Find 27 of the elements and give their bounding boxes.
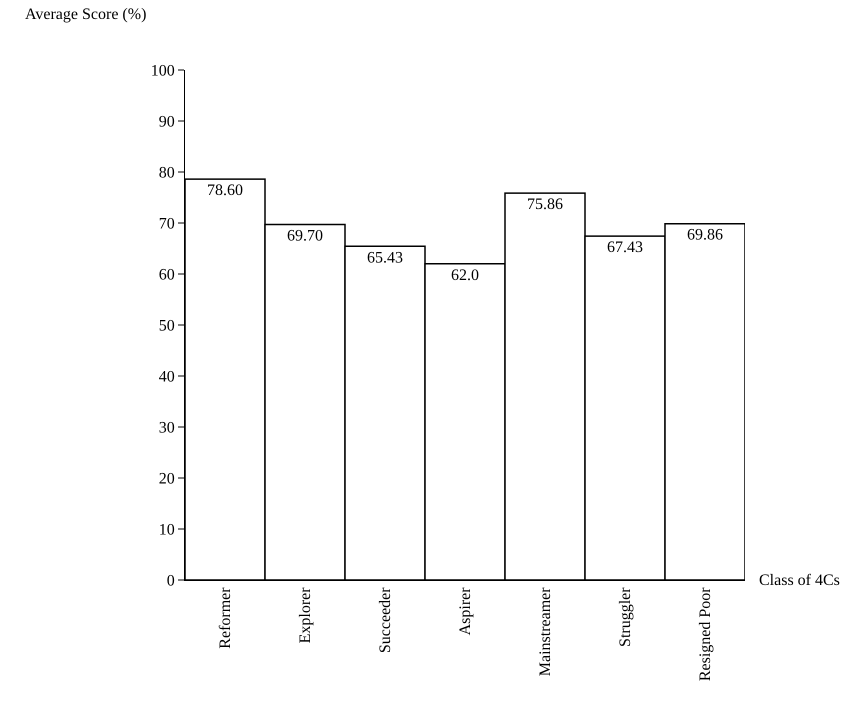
y-tick-label: 20 <box>158 470 175 488</box>
data-label: 75.86 <box>527 196 563 214</box>
y-tick-label: 90 <box>158 114 175 131</box>
data-label: 78.60 <box>207 182 243 200</box>
x-tick-label: Mainstreamer <box>537 586 554 676</box>
x-tick-label: Resigned Poor <box>697 586 714 682</box>
y-tick-label: 50 <box>158 318 175 335</box>
y-tick-label: 70 <box>158 216 175 233</box>
data-label: 69.86 <box>687 226 723 244</box>
x-tick-label: Aspirer <box>457 586 474 636</box>
y-tick-label: 30 <box>158 420 175 437</box>
data-label: 67.43 <box>607 239 643 256</box>
y-tick-label: 40 <box>158 368 175 386</box>
x-tick-label: Explorer <box>297 586 314 644</box>
y-tick-label: 60 <box>158 266 175 284</box>
y-tick-label: 80 <box>158 164 175 182</box>
y-tick-label: 10 <box>158 522 175 539</box>
data-label: 65.43 <box>367 249 403 266</box>
y-tick-label: 100 <box>150 62 175 80</box>
x-tick-label: Succeeder <box>377 586 394 654</box>
y-axis-title: Average Score (%) <box>25 6 146 23</box>
y-tick-label: 0 <box>166 572 175 590</box>
x-axis-title: Class of 4Cs <box>759 572 840 589</box>
data-label: 62.0 <box>451 266 479 284</box>
x-tick-label: Struggler <box>617 586 634 647</box>
x-tick-label: Reformer <box>217 586 234 649</box>
data-label: 69.70 <box>287 228 323 245</box>
